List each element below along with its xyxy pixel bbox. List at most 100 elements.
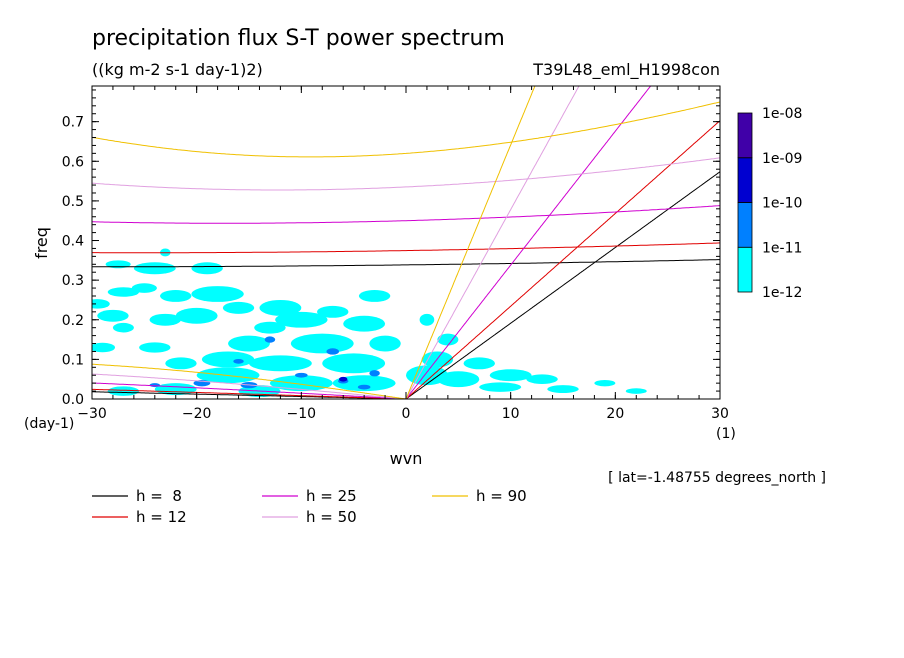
colorbar-swatch (737, 246, 753, 293)
power-patch-1e-12 (149, 313, 181, 326)
power-patch-1e-12 (92, 342, 116, 353)
y-tick-label: 0.5 (62, 194, 84, 210)
legend-label-h8: h = 8 (136, 487, 182, 505)
y-axis-unit: (day-1) (24, 416, 74, 432)
kelvin-curve-h8 (405, 171, 720, 399)
power-patch-1e-12 (269, 375, 333, 392)
y-tick-label: 0.2 (62, 313, 84, 329)
kelvin-curve-h50 (405, 86, 580, 399)
plot-frame (91, 85, 721, 400)
power-patch-1e-12 (358, 290, 391, 302)
power-patch-1e-12 (594, 379, 616, 387)
colorbar-label: 1e-12 (762, 285, 802, 301)
x-tick-label: −20 (182, 406, 212, 422)
power-patch-1e-11 (264, 336, 276, 343)
power-patch-1e-12 (97, 309, 129, 322)
power-patch-1e-12 (175, 307, 218, 324)
legend-label-h90: h = 90 (476, 487, 527, 505)
y-tick-label: 0.0 (62, 392, 84, 408)
chart-subtitle: ((kg m-2 s-1 day-1)2) (92, 60, 263, 79)
dispersion-curves (92, 86, 720, 399)
power-patch-1e-12 (139, 342, 171, 353)
colorbar: 1e-12 1e-11 1e-10 1e-09 1e-08 (737, 106, 802, 301)
power-patch-1e-12 (131, 283, 157, 293)
power-patch-1e-12 (228, 335, 270, 352)
rossby-curve-h90 (92, 363, 406, 399)
colorbar-label: 1e-10 (762, 196, 802, 212)
kelvin-curve-h90 (405, 86, 536, 399)
power-patch-1e-12 (437, 333, 459, 346)
power-patch-1e-12 (107, 287, 140, 297)
power-patch-1e-12 (437, 371, 480, 388)
power-patch-1e-12 (369, 335, 401, 352)
rossby-curve-h12 (92, 388, 406, 399)
power-patch-1e-12 (322, 353, 386, 374)
x-tick-label: −10 (287, 406, 317, 422)
power-patch-1e-12 (107, 386, 140, 396)
power-patch-1e-12 (290, 333, 354, 354)
power-patch-1e-11 (357, 384, 371, 390)
power-patch-1e-12 (105, 260, 131, 269)
inertia-gravity-curve-h25 (92, 205, 720, 224)
power-patch-1e-12 (133, 262, 176, 275)
inertia-gravity-curve-h8 (92, 259, 720, 268)
x-tick-label: 10 (502, 406, 520, 422)
x-tick-label: −30 (77, 406, 107, 422)
y-tick-label: 0.6 (62, 154, 84, 170)
inertia-gravity-curve-h50 (92, 157, 720, 191)
power-patch-1e-11 (295, 372, 308, 378)
colorbar-label: 1e-11 (762, 240, 802, 256)
power-patch-1e-12 (160, 290, 192, 302)
legend: h = 8 h = 12 h = 25 h = 50 h = 90 (92, 487, 527, 526)
chart-title: precipitation flux S-T power spectrum (92, 26, 505, 51)
colorbar-label: 1e-08 (762, 106, 802, 122)
rossby-curve-h50 (92, 373, 406, 399)
power-patch-1e-10 (339, 376, 348, 382)
rossby-curve-h25 (92, 382, 406, 399)
colorbar-swatch (737, 112, 753, 159)
x-tick-label: 30 (711, 406, 729, 422)
power-patch-1e-12 (191, 262, 223, 275)
power-patch-1e-12 (419, 313, 435, 326)
power-patch-1e-12 (259, 299, 302, 316)
power-patch-1e-12 (249, 355, 312, 372)
power-patch-1e-11 (326, 348, 340, 355)
kelvin-curve-h25 (405, 86, 652, 399)
power-patch-1e-12 (165, 357, 197, 370)
power-patch-1e-12 (317, 305, 349, 318)
axis-ticks: −30 −20 −10 0 10 20 30 0.0 0.1 0.2 0.3 0.4 0.5 0.6 0.7 (62, 86, 729, 422)
latitude-note: [ lat=-1.48755 degrees_north ] (608, 470, 826, 486)
power-patch-1e-12 (463, 357, 495, 370)
inertia-gravity-curve-h12 (92, 242, 720, 254)
power-patch-1e-12 (191, 286, 244, 302)
legend-label-h50: h = 50 (306, 508, 357, 526)
y-tick-label: 0.4 (62, 234, 84, 250)
power-patch-1e-12 (526, 374, 558, 384)
power-patch-1e-12 (112, 322, 134, 333)
power-patch-1e-12 (275, 311, 328, 328)
colorbar-swatch (737, 157, 753, 203)
y-tick-label: 0.7 (62, 115, 84, 131)
power-patch-1e-12 (625, 388, 647, 394)
power-patch-1e-12 (479, 382, 522, 392)
y-tick-label: 0.1 (62, 352, 84, 368)
kelvin-curve-h12 (405, 120, 720, 399)
colorbar-swatch (737, 202, 753, 248)
y-axis-label: freq (32, 227, 51, 259)
x-axis-unit: (1) (716, 426, 736, 442)
x-tick-label: 20 (606, 406, 624, 422)
power-patch-1e-12 (201, 351, 255, 368)
power-patch-1e-12 (332, 375, 396, 392)
power-patch-1e-12 (343, 315, 386, 332)
colorbar-label: 1e-09 (762, 151, 802, 167)
x-axis-label: wvn (390, 449, 423, 468)
power-patch-1e-12 (406, 365, 448, 386)
run-label: T39L48_eml_H1998con (532, 60, 720, 80)
power-patch-1e-12 (547, 385, 579, 394)
power-patch-1e-12 (254, 321, 286, 334)
power-patch-1e-12 (92, 299, 110, 309)
legend-label-h12: h = 12 (136, 508, 187, 526)
x-tick-label: 0 (402, 406, 411, 422)
power-contour-fill (92, 248, 647, 398)
